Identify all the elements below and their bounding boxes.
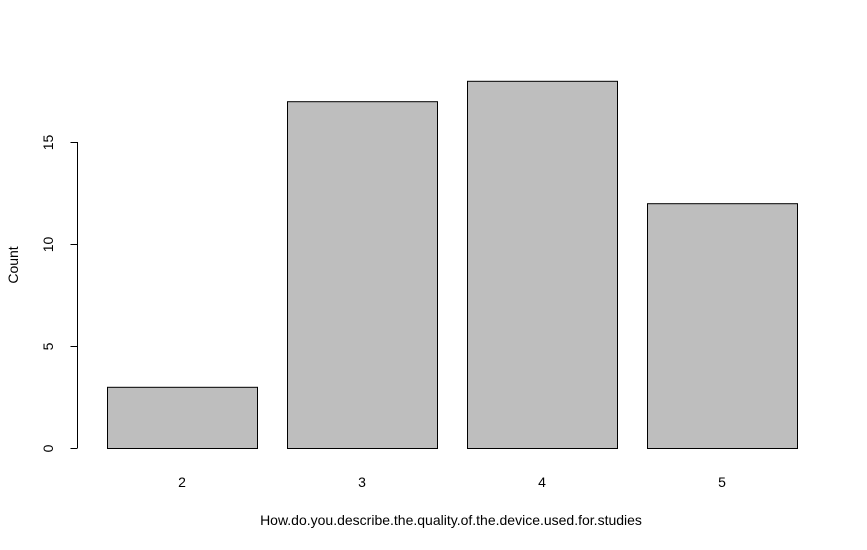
y-tick-label-15: 15 — [40, 135, 56, 151]
x-tick-label-5: 5 — [718, 474, 726, 490]
y-tick-label-0: 0 — [40, 444, 56, 452]
y-tick-label-10: 10 — [40, 237, 56, 253]
bar-4 — [467, 80, 618, 450]
bars-group — [107, 80, 798, 450]
x-tick-label-3: 3 — [358, 474, 366, 490]
y-axis: 0 5 10 15 — [40, 135, 78, 452]
y-axis-title: Count — [5, 246, 21, 283]
y-tick-label-5: 5 — [40, 342, 56, 350]
x-axis-title: How.do.you.describe.the.quality.of.the.d… — [260, 512, 642, 528]
x-tick-label-4: 4 — [538, 474, 546, 490]
bar-5 — [647, 203, 798, 449]
x-axis-tick-labels: 2 3 4 5 — [178, 474, 726, 490]
bar-3 — [287, 101, 438, 449]
bar-2 — [107, 386, 258, 449]
x-tick-label-2: 2 — [178, 474, 186, 490]
